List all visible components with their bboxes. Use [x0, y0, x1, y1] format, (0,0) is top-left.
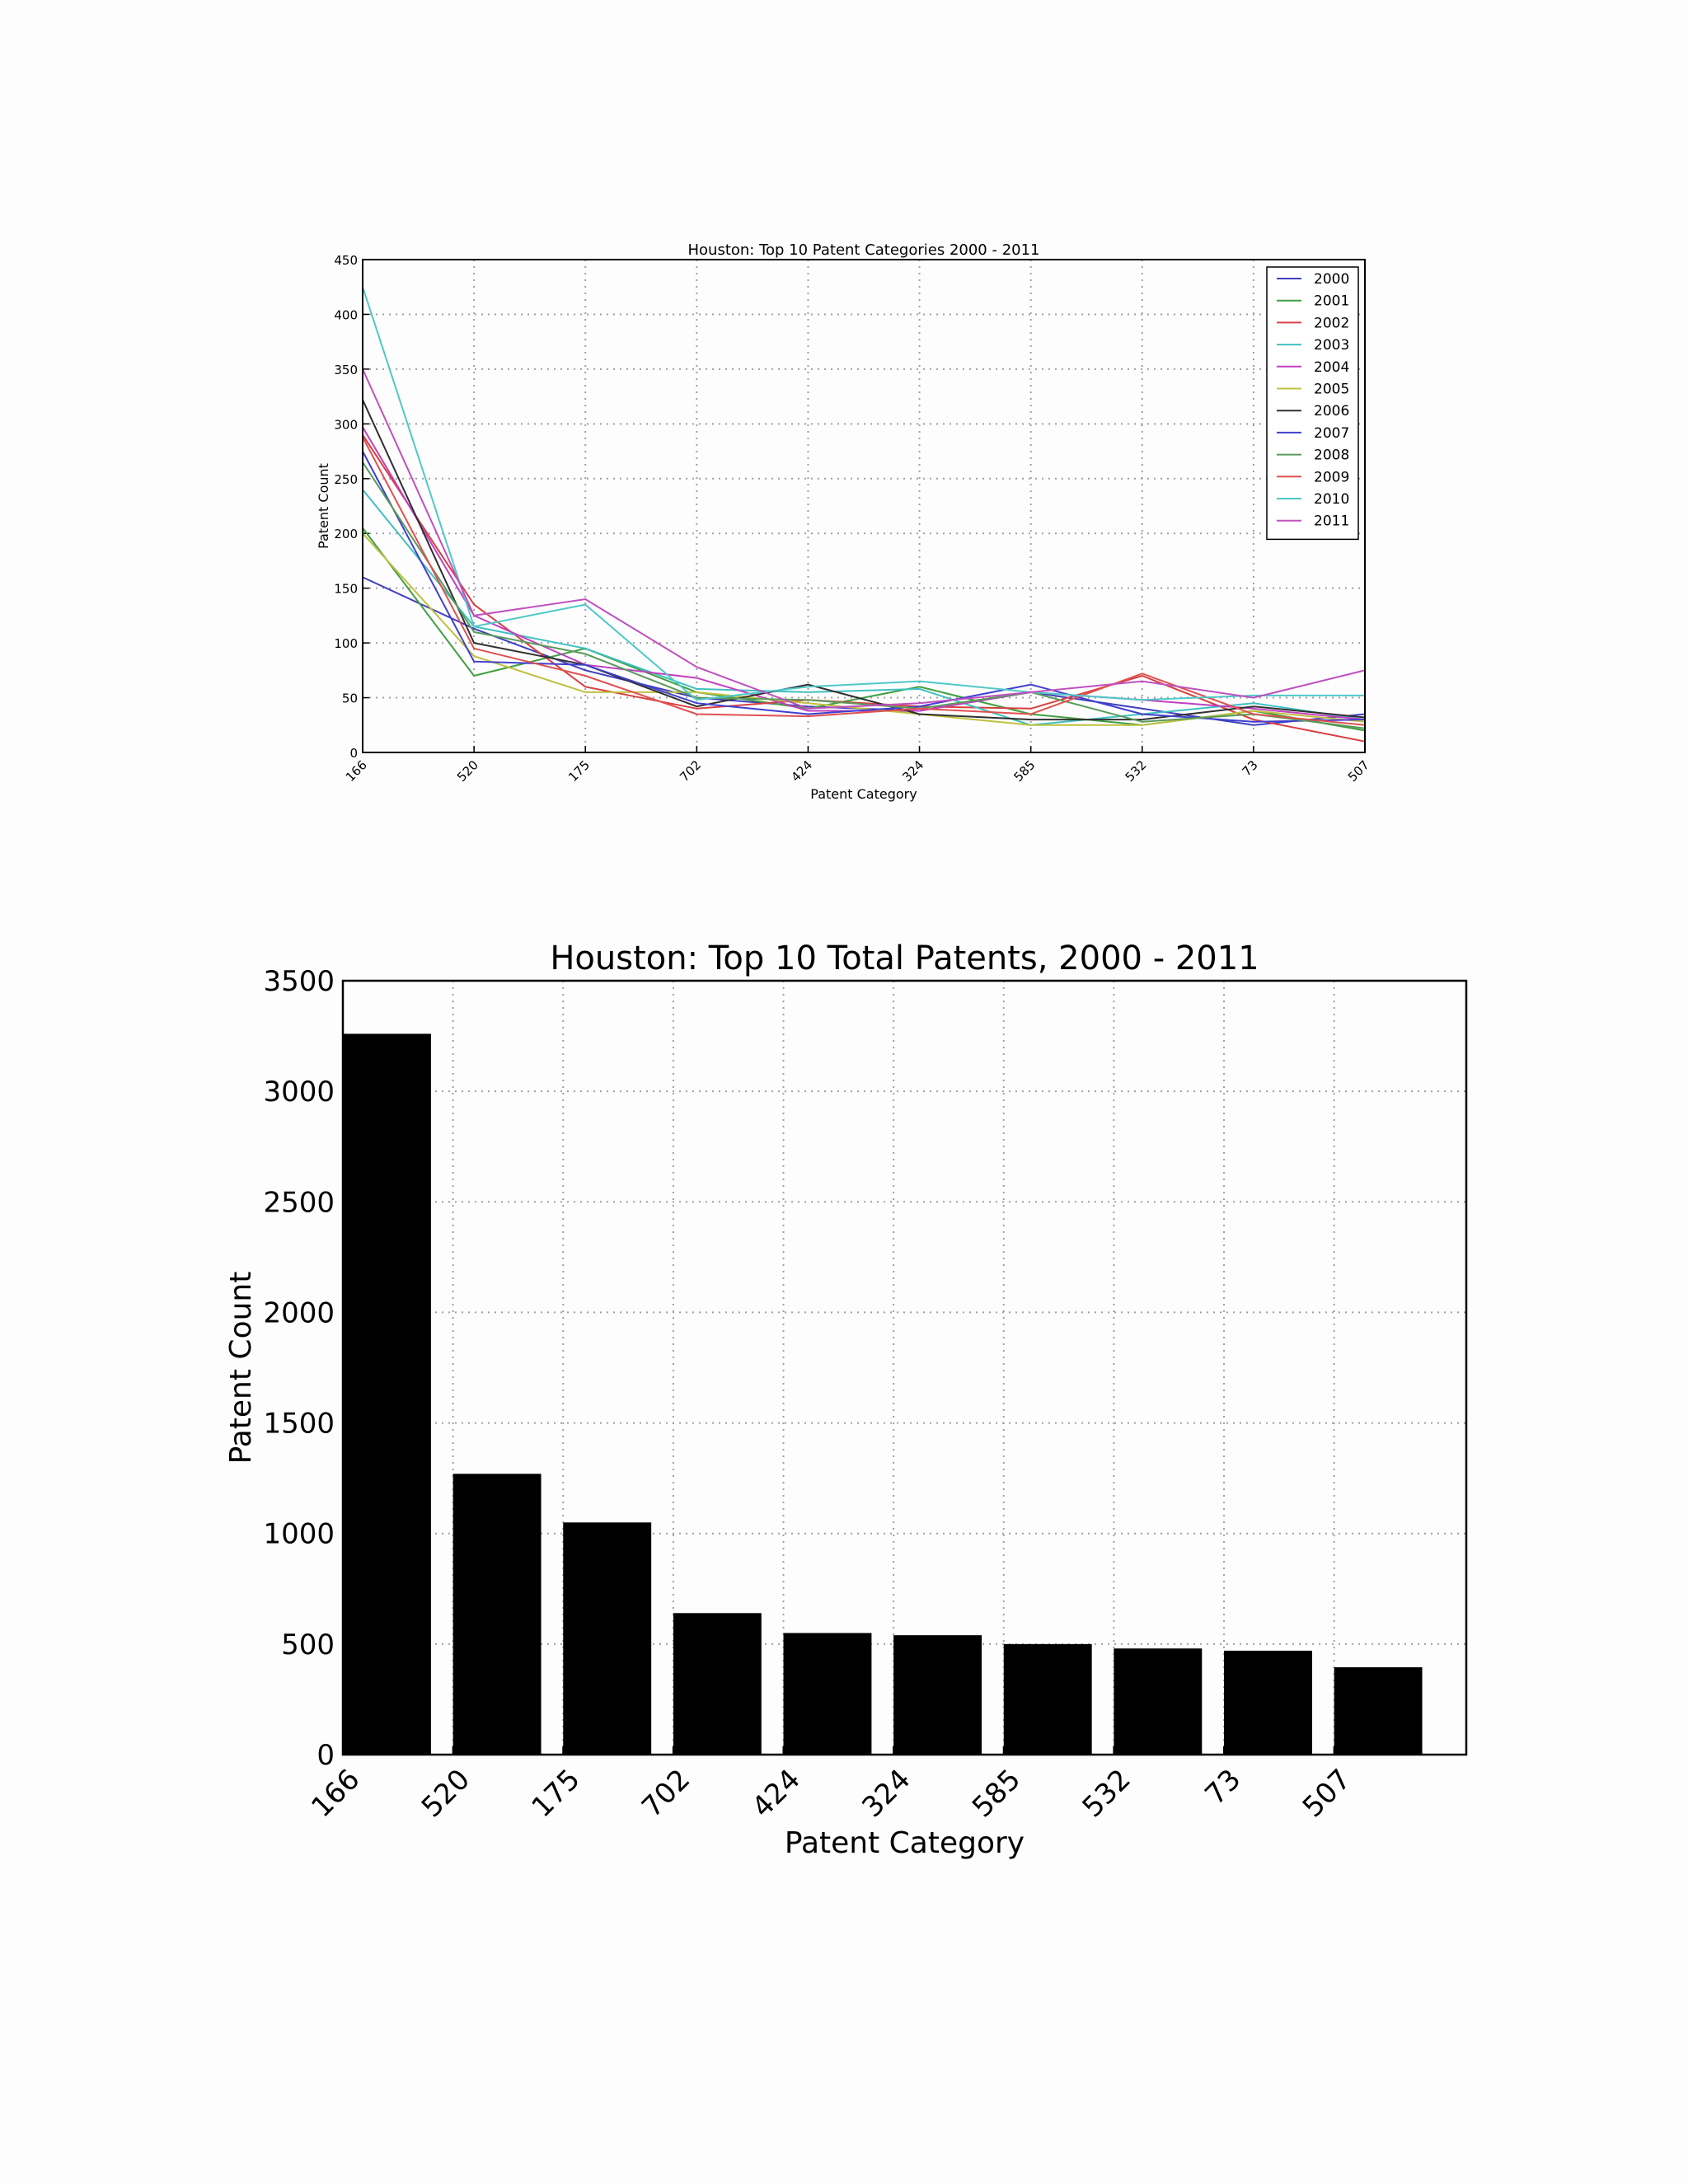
line-legend-label: 2006: [1314, 403, 1349, 419]
line-legend: 2000 2001 2002 2003 2004 2005 2006 2007 2008 2009…: [1266, 266, 1359, 541]
bar-702: [673, 1613, 762, 1755]
line-y-tick-label: 100: [334, 636, 358, 651]
bar-532: [1114, 1648, 1203, 1755]
line-x-axis-label: Patent Category: [810, 786, 917, 802]
bar-166: [343, 1033, 431, 1755]
line-legend-label: 2007: [1314, 425, 1349, 442]
bar-y-tick-label: 0: [316, 1739, 335, 1772]
line-series-2008: [362, 462, 1366, 729]
bar-520: [452, 1474, 542, 1755]
line-x-tick-label: 175: [565, 757, 593, 785]
line-x-tick-label: 585: [1011, 757, 1039, 785]
line-y-tick-label: 450: [334, 253, 358, 268]
bar-175: [563, 1522, 652, 1755]
line-x-tick-label: 702: [677, 757, 704, 785]
bar-y-tick-label: 1500: [263, 1408, 335, 1441]
line-series-2011: [362, 368, 1366, 710]
line-y-tick-label: 50: [342, 691, 358, 706]
bar-585: [1003, 1643, 1092, 1755]
bar-x-tick-label: 324: [856, 1763, 917, 1824]
bar-y-tick-label: 1000: [263, 1518, 335, 1551]
bar-y-tick-label: 3000: [263, 1076, 335, 1108]
line-y-tick-label: 200: [334, 527, 358, 541]
bar-x-tick-label: 702: [635, 1763, 696, 1824]
line-legend-label: 2001: [1314, 293, 1349, 310]
line-y-tick-label: 400: [334, 307, 358, 322]
bar-x-tick-label: 424: [746, 1763, 807, 1824]
bar-x-tick-label: 166: [305, 1763, 366, 1824]
bar-y-tick-label: 500: [281, 1629, 335, 1661]
line-y-axis-label: Patent Count: [316, 463, 331, 549]
bar-y-tick-label: 3500: [263, 965, 335, 998]
line-y-tick-label: 350: [334, 363, 358, 377]
bar-73: [1224, 1650, 1312, 1755]
line-x-tick-label: 507: [1345, 757, 1372, 785]
bar-chart-title: Houston: Top 10 Total Patents, 2000 - 20…: [550, 940, 1259, 977]
bar-y-axis-label: Patent Count: [224, 1272, 258, 1465]
line-legend-label: 2011: [1314, 513, 1349, 530]
bar-x-tick-label: 520: [415, 1763, 476, 1824]
bar-324: [893, 1635, 982, 1755]
line-legend-label: 2000: [1314, 271, 1349, 288]
line-y-tick-label: 300: [334, 417, 358, 432]
line-y-tick-label: 250: [334, 472, 358, 487]
bar-plot-frame: [341, 979, 1468, 1756]
line-legend-box: [1266, 266, 1359, 541]
line-plot-frame: [362, 259, 1366, 753]
line-legend-label: 2010: [1314, 491, 1349, 508]
bar-y-tick-label: 2000: [263, 1296, 335, 1329]
bar-x-tick-label: 73: [1199, 1763, 1248, 1811]
line-x-tick-label: 166: [343, 757, 370, 785]
bar-x-tick-label: 585: [966, 1763, 1027, 1824]
line-legend-label: 2005: [1314, 382, 1349, 398]
bar-chart: 0 500 1000 1500 2000 2500 3000 3500 166 520 175 702…: [224, 940, 1468, 1860]
line-legend-label: 2003: [1314, 337, 1349, 354]
line-series-2004: [362, 426, 1366, 721]
line-y-tick-label: 0: [349, 746, 358, 761]
line-x-tick-label: 424: [788, 757, 815, 785]
line-series-2006: [362, 399, 1366, 721]
bar-507: [1334, 1667, 1423, 1755]
line-series-2009: [362, 436, 1366, 726]
bar-x-tick-label: 175: [525, 1763, 586, 1824]
line-legend-label: 2008: [1314, 448, 1349, 464]
line-chart-title: Houston: Top 10 Patent Categories 2000 -…: [687, 241, 1039, 259]
bar-x-axis-label: Patent Category: [785, 1826, 1025, 1860]
line-y-tick-label: 150: [334, 582, 358, 597]
line-x-tick-label: 532: [1123, 757, 1150, 785]
bar-424: [783, 1633, 872, 1755]
line-series-2007: [362, 451, 1366, 723]
bar-x-tick-label: 507: [1296, 1763, 1357, 1824]
line-legend-label: 2009: [1314, 469, 1349, 485]
line-chart: 0 50 100 150 200 250 300 350 400 450 166 520 175 702 4…: [316, 241, 1372, 802]
bar-x-tick-label: 532: [1076, 1763, 1137, 1824]
line-x-tick-label: 324: [899, 757, 926, 785]
bar-y-tick-label: 2500: [263, 1186, 335, 1219]
line-x-tick-label: 520: [454, 757, 481, 785]
line-series-2010: [362, 286, 1365, 701]
line-series-2003: [362, 489, 1366, 726]
line-x-tick-label: 73: [1239, 757, 1260, 779]
line-legend-label: 2004: [1314, 359, 1349, 376]
line-legend-label: 2002: [1314, 315, 1349, 331]
